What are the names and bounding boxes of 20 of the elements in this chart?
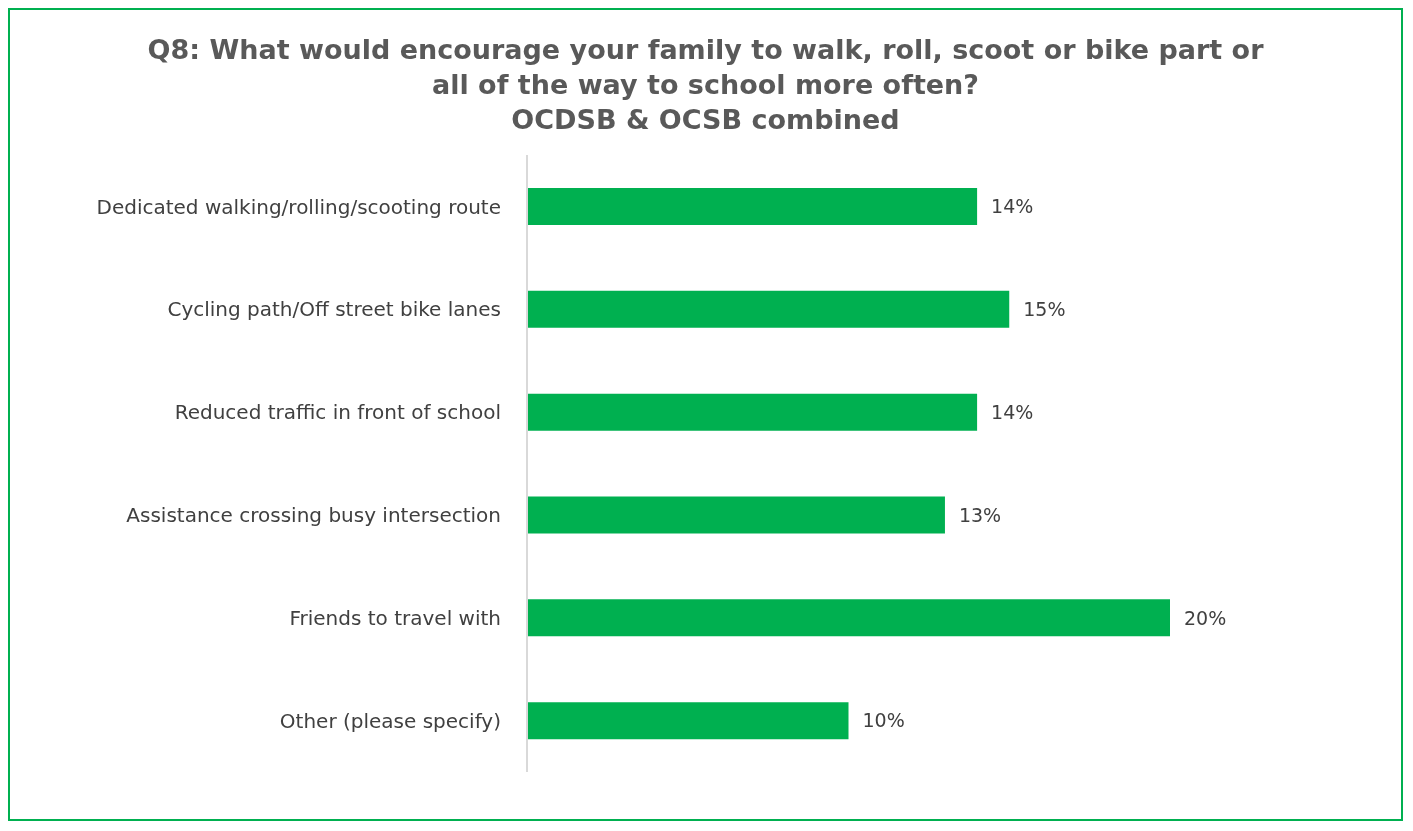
y-tick-label: Friends to travel with [289, 605, 501, 630]
bar [527, 188, 978, 225]
y-tick-label: Reduced traffic in front of school [174, 400, 501, 425]
data-label: 20% [1184, 606, 1227, 629]
bar [527, 290, 1010, 328]
bar [527, 702, 849, 740]
chart-subtitle: OCDSB & OCSB combined [510, 103, 901, 137]
y-tick-label: Other (please specify) [279, 708, 501, 733]
y-tick-label: Dedicated walking/rolling/scooting route [96, 194, 501, 219]
y-tick-label: Assistance crossing busy intersection [126, 503, 501, 528]
bar [527, 599, 1170, 637]
bar [527, 496, 945, 534]
data-label: 15% [1023, 298, 1066, 321]
chart-title: Q8: What would encourage your family to walk, roll, scoot or bike part or all of the way to school more often? [146, 33, 1265, 102]
data-label: 14% [991, 400, 1034, 423]
data-label: 10% [862, 709, 905, 732]
data-label: 14% [991, 195, 1034, 218]
data-label: 13% [958, 503, 1002, 526]
bar [527, 393, 978, 431]
y-tick-label: Cycling path/Off street bike lanes [167, 297, 501, 322]
